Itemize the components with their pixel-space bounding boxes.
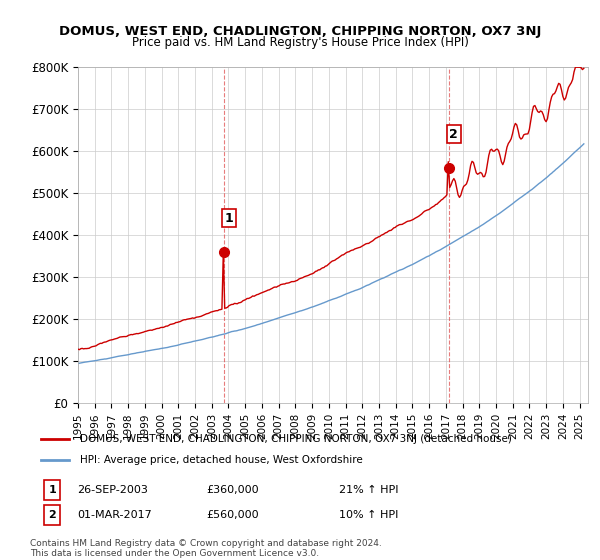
Text: Price paid vs. HM Land Registry's House Price Index (HPI): Price paid vs. HM Land Registry's House … — [131, 36, 469, 49]
Text: HPI: Average price, detached house, West Oxfordshire: HPI: Average price, detached house, West… — [80, 455, 362, 465]
Text: 21% ↑ HPI: 21% ↑ HPI — [339, 485, 398, 495]
Text: 2: 2 — [48, 510, 56, 520]
Text: DOMUS, WEST END, CHADLINGTON, CHIPPING NORTON, OX7 3NJ (detached house): DOMUS, WEST END, CHADLINGTON, CHIPPING N… — [80, 434, 512, 444]
Text: 01-MAR-2017: 01-MAR-2017 — [77, 510, 152, 520]
Text: 26-SEP-2003: 26-SEP-2003 — [77, 485, 148, 495]
Text: 2: 2 — [449, 128, 458, 141]
FancyBboxPatch shape — [44, 505, 61, 525]
Text: 1: 1 — [48, 485, 56, 495]
Text: DOMUS, WEST END, CHADLINGTON, CHIPPING NORTON, OX7 3NJ: DOMUS, WEST END, CHADLINGTON, CHIPPING N… — [59, 25, 541, 38]
Text: £360,000: £360,000 — [206, 485, 259, 495]
Text: 10% ↑ HPI: 10% ↑ HPI — [339, 510, 398, 520]
FancyBboxPatch shape — [44, 480, 61, 500]
Text: 1: 1 — [224, 212, 233, 225]
Text: Contains HM Land Registry data © Crown copyright and database right 2024.
This d: Contains HM Land Registry data © Crown c… — [30, 539, 382, 558]
Text: £560,000: £560,000 — [206, 510, 259, 520]
